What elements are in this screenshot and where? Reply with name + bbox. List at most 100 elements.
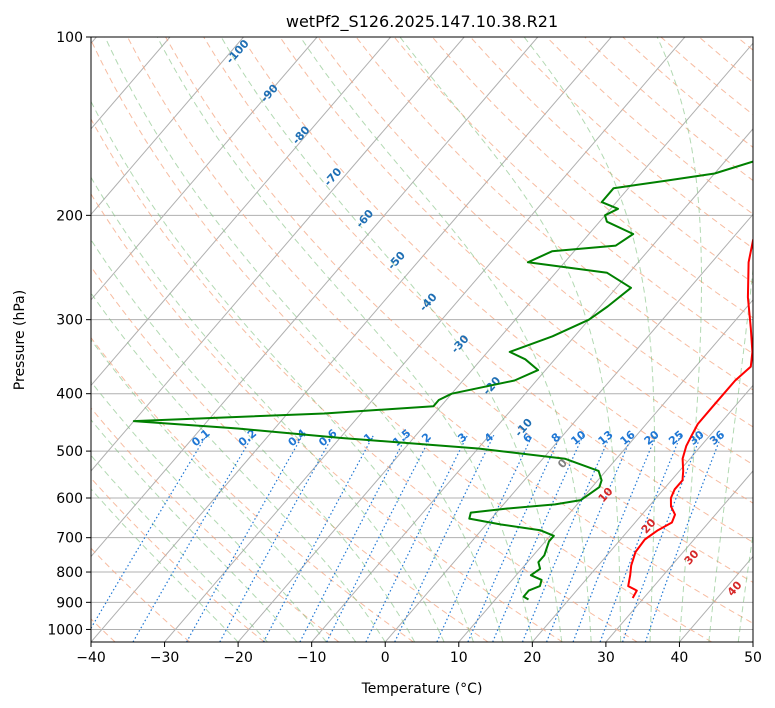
dry-adiabat-line	[355, 37, 753, 391]
mixing-ratio-line	[186, 434, 304, 642]
moist-adiabat-line	[299, 37, 592, 642]
x-tick-label: 10	[450, 650, 468, 666]
isotherm-line	[384, 213, 753, 642]
dry-adiabat-line	[546, 37, 753, 215]
moist-adiabat-line	[708, 264, 753, 642]
moist-adiabat-line	[737, 531, 753, 642]
mixing-ratio-label: 1	[361, 430, 375, 445]
dry-adiabat-line	[203, 37, 753, 543]
dry-adiabat-label: -10	[512, 416, 535, 440]
y-tick-label: 200	[56, 208, 83, 224]
isotherm-line	[91, 37, 612, 642]
isotherm-line	[237, 42, 753, 642]
background-lines	[91, 37, 753, 642]
moist-adiabat-line	[91, 176, 445, 642]
dry-adiabat-line	[91, 193, 563, 642]
y-tick-label: 300	[56, 313, 83, 329]
x-tick-label: 0	[381, 650, 390, 666]
mixing-ratio-line	[622, 434, 702, 642]
dry-adiabat-line	[91, 118, 638, 642]
mixing-ratio-label: 2	[419, 430, 433, 445]
mixing-ratio-line	[521, 434, 611, 642]
dry-adiabat-line	[91, 265, 489, 642]
isotherm-line	[91, 37, 244, 216]
isotherm-line	[531, 384, 753, 642]
dry-adiabat-line	[91, 336, 414, 642]
moist-adiabat-line	[523, 37, 656, 642]
dry-adiabat-line	[698, 37, 753, 83]
isotherm-line	[458, 299, 753, 642]
dry-adiabat-line	[470, 37, 753, 284]
isotherm-line	[91, 37, 539, 558]
dry-adiabat-line	[508, 37, 753, 249]
x-tick-label: −40	[76, 650, 106, 666]
mixing-ratio-label: 0.1	[189, 427, 212, 449]
moist-adiabat-line	[91, 292, 386, 642]
mixing-ratio-line	[326, 434, 433, 642]
dry-adiabat-label: -70	[321, 165, 344, 189]
x-axis-label: Temperature (°C)	[361, 681, 483, 697]
dry-adiabat-label: -60	[353, 207, 376, 231]
moist-adiabat-line	[104, 37, 504, 642]
moist-adiabat-line	[91, 100, 474, 642]
dewpoint-profile-line	[132, 160, 753, 601]
dry-adiabat-line	[393, 37, 753, 355]
mixing-ratio-line	[132, 434, 254, 642]
mixing-ratio-line	[394, 434, 495, 642]
adiabat-labels: 0.1 0.2 0.4 0.6 1 1.5 2 3 4 6 8 10 13 16 20 25 30 36-100-…	[189, 37, 745, 599]
dry-adiabat-line	[127, 37, 753, 624]
mixing-ratio-line	[262, 434, 375, 642]
dry-adiabat-line	[91, 39, 713, 642]
mixing-ratio-label: 13	[596, 428, 616, 448]
x-tick-label: 30	[597, 650, 615, 666]
x-tick-label: 20	[523, 650, 541, 666]
mixing-ratio-line	[644, 434, 723, 642]
moist-adiabat-line	[91, 454, 268, 642]
moist-adiabat-line	[91, 488, 239, 642]
mixing-ratio-line	[572, 434, 657, 642]
y-tick-label: 1000	[47, 622, 83, 638]
moist-adiabat-line	[656, 37, 702, 642]
x-tick-label: −20	[223, 650, 253, 666]
dry-adiabat-line	[165, 37, 753, 583]
isotherm-line	[164, 37, 686, 642]
mixing-ratio-label: 36	[707, 428, 727, 448]
dry-adiabat-label: -100	[224, 37, 252, 66]
mixing-ratio-label: 4	[482, 430, 496, 445]
mixing-ratio-line	[492, 434, 584, 642]
mixing-ratio-line	[599, 434, 682, 642]
mixing-ratio-line	[436, 434, 533, 642]
y-tick-label: 600	[56, 491, 83, 507]
y-tick-label: 500	[56, 444, 83, 460]
mixing-ratio-line	[91, 434, 207, 630]
isotherm-line	[91, 37, 318, 301]
isotherm-line	[311, 128, 753, 642]
mixing-ratio-label: 20	[642, 428, 662, 448]
temperature-profile-line	[627, 238, 753, 599]
dry-adiabat-line	[736, 37, 753, 51]
chart-title: wetPf2_S126.2025.147.10.38.R21	[286, 12, 558, 32]
dry-adiabat-label: 40	[725, 578, 745, 598]
isotherm-line	[752, 641, 753, 642]
mixing-ratio-label: 16	[618, 428, 638, 448]
dry-adiabat-line	[91, 477, 265, 642]
isotherm-line	[91, 37, 392, 387]
moist-adiabat-line	[220, 37, 563, 642]
mixing-ratio-label: 0.4	[286, 426, 310, 449]
x-tick-label: −10	[297, 650, 327, 666]
dry-adiabat-line	[91, 407, 340, 642]
x-tick-label: −30	[150, 650, 180, 666]
y-tick-label: 900	[56, 595, 83, 611]
y-axis-label: Pressure (hPa)	[12, 290, 28, 390]
dry-adiabat-label: -40	[417, 290, 440, 314]
moist-adiabat-line	[91, 339, 357, 642]
mixing-ratio-label: 8	[549, 430, 563, 445]
moist-adiabat-line	[399, 37, 622, 642]
mixing-ratio-label: 1.5	[390, 427, 413, 449]
mixing-ratio-line	[219, 434, 334, 642]
y-tick-label: 700	[56, 531, 83, 547]
isotherm-line	[605, 470, 753, 642]
moist-adiabat-line	[91, 380, 327, 642]
